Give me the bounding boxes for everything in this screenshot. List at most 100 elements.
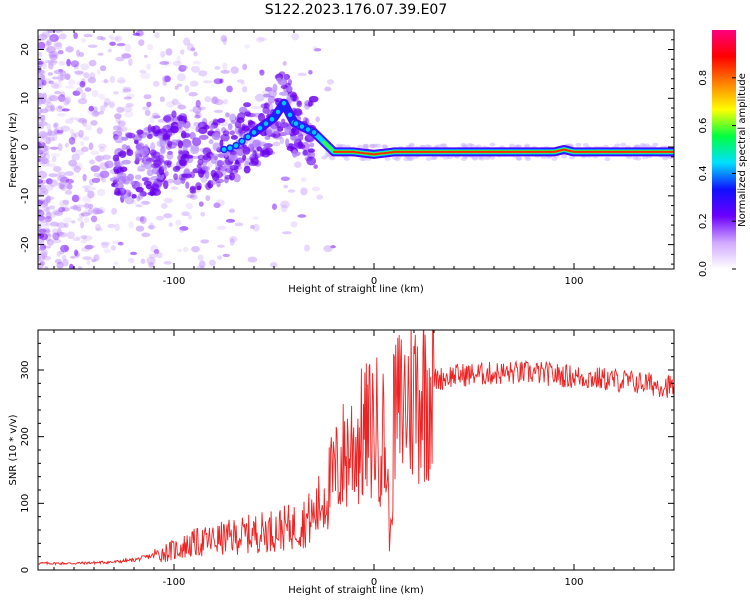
noise-blob <box>154 32 160 39</box>
noise-blob <box>68 136 76 145</box>
noise-blob <box>84 244 94 250</box>
noise-blob <box>165 48 173 56</box>
signal-blob <box>268 89 277 98</box>
noise-blob <box>190 47 196 52</box>
noise-blob <box>78 129 84 138</box>
ridge-node <box>292 119 300 128</box>
noise-blob <box>47 129 53 137</box>
noise-blob <box>136 168 146 173</box>
noise-blob <box>40 98 46 105</box>
noise-blob <box>122 105 133 113</box>
spectrogram-y-ticks: -20 -10 0 10 20 <box>20 29 674 265</box>
colorbar-tick-label: 0.0 <box>698 261 709 277</box>
colorbar-tick-label: 0.4 <box>698 165 709 181</box>
signal-blob <box>285 138 290 147</box>
noise-blob <box>330 245 336 249</box>
noise-blob <box>208 259 216 267</box>
noise-blob <box>257 37 267 42</box>
noise-blob <box>95 223 101 231</box>
noise-blob <box>195 112 202 119</box>
noise-blob <box>41 190 47 194</box>
signal-blob <box>147 124 152 133</box>
y-tick-label: 100 <box>20 494 31 513</box>
signal-blob <box>153 158 164 165</box>
noise-blob <box>75 204 85 208</box>
noise-blob <box>83 72 90 79</box>
noise-blob <box>80 239 87 244</box>
noise-blob <box>185 202 193 210</box>
signal-blob <box>276 126 284 132</box>
signal-blob <box>166 161 172 168</box>
noise-blob <box>214 65 221 70</box>
noise-blob <box>135 204 143 208</box>
noise-blob <box>40 108 49 114</box>
noise-blob <box>38 51 43 58</box>
noise-blob <box>162 75 171 83</box>
y-tick-label: 10 <box>20 92 31 105</box>
noise-blob <box>180 65 189 70</box>
noise-blob <box>97 173 105 181</box>
noise-blob <box>179 226 189 231</box>
noise-blob <box>252 216 259 220</box>
signal-blob <box>121 151 126 157</box>
noise-blob <box>90 120 98 126</box>
signal-blob <box>261 147 270 155</box>
signal-blob <box>219 139 224 148</box>
signal-blob <box>208 139 214 145</box>
noise-blob <box>316 194 324 200</box>
signal-blob <box>230 150 237 156</box>
signal-blob <box>198 134 209 140</box>
noise-blob <box>38 121 48 127</box>
noise-blob <box>38 71 43 79</box>
signal-blob <box>167 140 173 147</box>
signal-blob <box>292 128 300 136</box>
snr-line <box>38 330 674 566</box>
signal-blob <box>248 161 259 167</box>
noise-blob <box>61 254 67 261</box>
noise-blob <box>98 143 107 149</box>
noise-blob <box>139 216 147 224</box>
noise-blob <box>45 196 51 203</box>
noise-blob <box>91 110 100 117</box>
noise-blob <box>146 63 151 70</box>
signal-blob <box>134 139 139 145</box>
signal-blob <box>281 118 286 124</box>
noise-blob <box>74 249 79 257</box>
noise-blob <box>159 96 165 103</box>
signal-blob <box>229 113 237 123</box>
signal-blob <box>159 139 166 149</box>
signal-blob <box>158 166 165 176</box>
noise-blob <box>128 58 133 67</box>
noise-blob <box>38 60 44 65</box>
noise-blob <box>74 70 84 75</box>
noise-blob <box>57 74 64 82</box>
signal-blob <box>254 93 265 102</box>
halo-blob <box>604 157 611 162</box>
noise-blob <box>186 194 195 199</box>
signal-blob <box>150 163 161 169</box>
noise-blob <box>49 205 56 210</box>
ridge-node <box>268 115 276 124</box>
noise-blob <box>80 212 91 217</box>
noise-blob <box>115 56 125 62</box>
noise-blob <box>152 115 161 119</box>
signal-blob <box>202 147 212 156</box>
noise-blob <box>75 72 86 77</box>
noise-blob <box>116 79 127 84</box>
noise-blob <box>140 216 145 223</box>
noise-blob <box>83 33 93 38</box>
noise-blob <box>294 161 302 168</box>
colorbar-tick-label: 0.2 <box>698 213 709 229</box>
noise-blob <box>176 55 181 64</box>
noise-blob <box>69 116 78 121</box>
halo-blob <box>430 156 437 161</box>
noise-blob <box>49 54 58 61</box>
signal-blob <box>164 170 169 177</box>
noise-blob <box>65 46 74 53</box>
noise-blob <box>94 155 105 162</box>
signal-blob <box>135 186 144 193</box>
noise-blob <box>64 85 75 89</box>
noise-blob <box>90 215 98 223</box>
noise-blob <box>166 101 176 108</box>
